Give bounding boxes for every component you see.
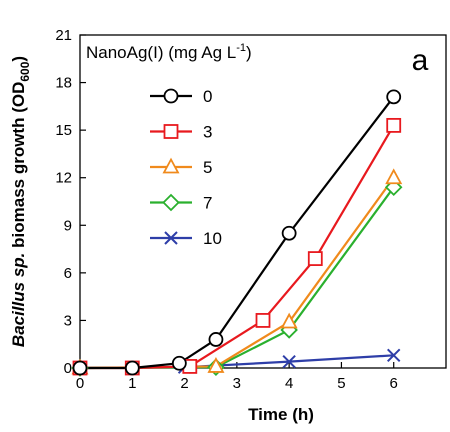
y-tick-label: 0 <box>64 360 72 377</box>
data-point-5 <box>280 312 298 329</box>
x-tick-label: 1 <box>128 375 136 392</box>
legend-label-3: 3 <box>203 123 212 142</box>
legend-title: NanoAg(I) (mg Ag L-1) <box>86 42 252 62</box>
panel-label: a <box>412 44 429 77</box>
plot-frame <box>79 34 447 369</box>
data-point-3 <box>307 251 323 266</box>
legend-marker-7 <box>162 193 180 212</box>
legend-marker-10 <box>164 231 178 245</box>
series-line-3 <box>80 124 395 370</box>
data-point-5 <box>385 168 403 185</box>
y-tick-label: 12 <box>55 170 72 187</box>
legend-marker-5 <box>162 157 180 174</box>
y-tick-label: 3 <box>64 312 72 329</box>
data-point-10 <box>282 354 296 369</box>
x-tick-label: 0 <box>76 375 84 392</box>
series-markers <box>71 89 403 377</box>
legend-label-5: 5 <box>203 158 212 177</box>
series-line-0 <box>80 96 395 370</box>
y-tick-label: 18 <box>55 75 72 92</box>
x-tick-label: 3 <box>233 375 241 392</box>
x-tick-label: 6 <box>390 375 398 392</box>
data-point-0 <box>72 360 88 376</box>
data-point-3 <box>255 313 271 328</box>
y-axis-title: Bacillus sp. biomass growth (OD600) <box>9 56 32 347</box>
data-point-0 <box>124 360 140 376</box>
data-point-10 <box>387 348 401 363</box>
data-point-0 <box>171 355 187 371</box>
data-point-3 <box>386 117 402 133</box>
x-axis-title: Time (h) <box>248 405 314 424</box>
x-tick-label: 4 <box>285 375 293 392</box>
y-tick-label: 21 <box>55 27 72 44</box>
legend-label-10: 10 <box>203 229 222 248</box>
data-point-5 <box>207 357 225 373</box>
data-point-0 <box>386 89 402 105</box>
legend-marker-0 <box>163 88 179 104</box>
x-tick-label: 5 <box>337 375 345 392</box>
series-lines <box>79 96 395 370</box>
x-tick-label: 2 <box>180 375 188 392</box>
y-tick-label: 6 <box>64 265 72 282</box>
y-tick-label: 15 <box>55 122 72 139</box>
series-line-7 <box>79 186 395 370</box>
data-point-0 <box>208 332 224 347</box>
data-point-0 <box>281 225 297 241</box>
legend-label-7: 7 <box>203 194 212 213</box>
y-tick-label: 9 <box>64 217 72 234</box>
legend: NanoAg(I) (mg Ag L-1) 0 3 5 7 10 <box>86 42 252 248</box>
legend-label-0: 0 <box>203 87 212 106</box>
legend-marker-3 <box>163 124 179 139</box>
